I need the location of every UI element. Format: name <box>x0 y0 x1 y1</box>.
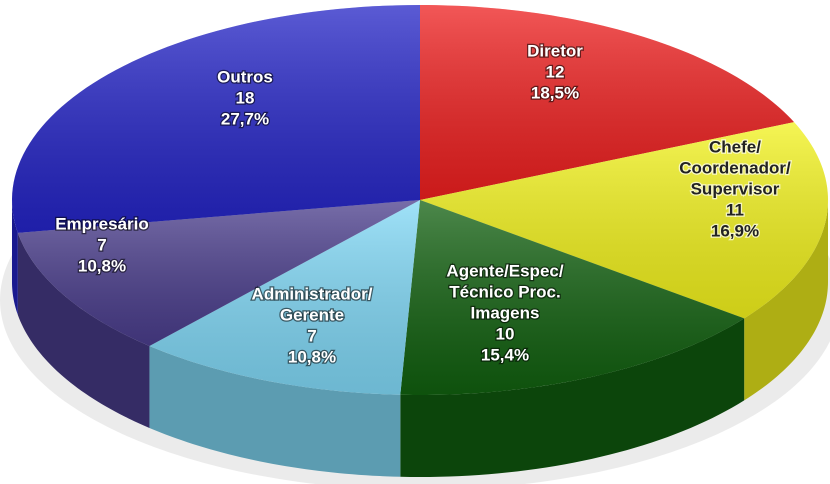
slice-label: Chefe/ <box>709 137 761 156</box>
slice-label: Coordenador/ <box>679 158 791 177</box>
slice-value: 12 <box>546 62 565 81</box>
slice-gloss <box>12 5 421 233</box>
slice-gloss <box>420 122 828 319</box>
slice-percent: 18,5% <box>531 83 579 102</box>
slice-label: Técnico Proc. <box>449 282 560 301</box>
slice-label: Diretor <box>527 41 583 60</box>
slice-percent: 15,4% <box>481 345 529 364</box>
slice-gloss <box>17 200 420 346</box>
slice-label: Supervisor <box>691 179 780 198</box>
tops <box>12 5 828 395</box>
slice-label: Administrador/ <box>252 284 373 303</box>
slice-label: Empresário <box>55 214 149 233</box>
slice-side <box>149 345 401 477</box>
slice-percent: 27,7% <box>221 109 269 128</box>
labels: Diretor 12 18,5% Chefe/Coordenador/Supervis… <box>54 40 792 368</box>
slice-label: Agente/Espec/ <box>446 261 563 280</box>
slice-label: Imagens <box>471 303 540 322</box>
slice-value: 7 <box>97 235 106 254</box>
slice-percent: 16,9% <box>711 221 759 240</box>
slice-percent: 10,8% <box>288 347 336 366</box>
slice-gloss <box>149 200 420 395</box>
slice-value: 10 <box>496 324 515 343</box>
slice-value: 18 <box>236 88 255 107</box>
slice-percent: 10,8% <box>78 256 126 275</box>
slice-value: 11 <box>726 200 744 219</box>
slice-value: 7 <box>307 326 316 345</box>
slice-label: Outros <box>217 67 273 86</box>
slice-side <box>12 200 18 315</box>
slice-side <box>400 318 745 477</box>
slice-side <box>17 232 150 428</box>
slice-side <box>744 200 828 401</box>
sides <box>12 200 828 477</box>
slice-gloss <box>400 200 745 395</box>
slice-gloss <box>420 5 795 200</box>
slice-label: Gerente <box>280 305 344 324</box>
